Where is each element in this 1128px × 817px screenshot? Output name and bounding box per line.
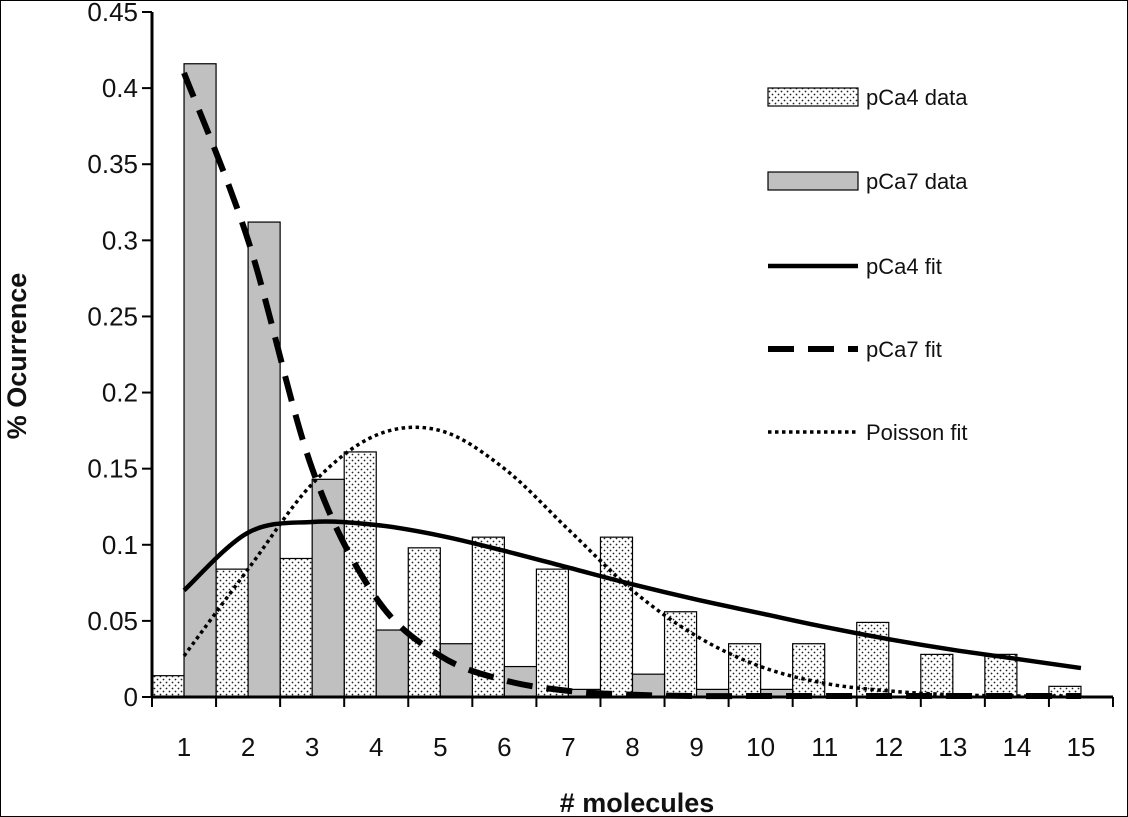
x-tick-label: 12 <box>874 732 903 762</box>
x-tick-label: 9 <box>689 732 703 762</box>
legend-swatch-pca7-data <box>767 171 859 191</box>
y-tick-label: 0 <box>124 682 138 712</box>
x-tick-label: 1 <box>177 732 191 762</box>
pca7-bar-1 <box>183 63 217 698</box>
x-tick-label: 14 <box>1002 732 1031 762</box>
pca7-bar-5 <box>439 643 473 698</box>
x-tick-label: 8 <box>625 732 639 762</box>
x-tick-label: 4 <box>369 732 383 762</box>
y-tick-label: 0.4 <box>102 73 138 103</box>
pca4-bar-2 <box>215 568 249 698</box>
y-tick-label: 0.45 <box>87 0 138 27</box>
x-tick-label: 15 <box>1067 732 1096 762</box>
pca4-bar-3 <box>279 557 313 698</box>
pca4-bar-5 <box>407 547 441 698</box>
y-tick-label: 0.15 <box>87 454 138 484</box>
pca4-bar-1 <box>151 675 185 698</box>
x-tick-label: 10 <box>746 732 775 762</box>
pca4-bar-8 <box>599 536 634 698</box>
legend-label-poisson-fit: Poisson fit <box>866 420 968 445</box>
y-tick-label: 0.1 <box>102 530 138 560</box>
axes-layer: 00.050.10.150.20.250.30.350.40.451 2 3 4 5 6 7… <box>87 0 1114 762</box>
legend: pCa4 data pCa7 data pCa4 fit pCa7 fit Poisso… <box>767 85 968 445</box>
y-tick-label: 0.35 <box>87 149 138 179</box>
x-tick-label: 3 <box>305 732 319 762</box>
legend-label-pca4-fit: pCa4 fit <box>866 254 942 279</box>
pca4-bar-7 <box>535 568 570 698</box>
y-tick-label: 0.3 <box>102 225 138 255</box>
pca7-bar-4 <box>375 629 409 698</box>
pca4-bar-9 <box>663 611 698 698</box>
poisson-fit-line <box>182 425 1081 698</box>
y-tick-label: 0.25 <box>87 301 138 331</box>
pca4-bar-11 <box>792 643 826 698</box>
pca7-bar-2 <box>247 221 281 698</box>
x-tick-label: 13 <box>938 732 967 762</box>
x-tick-label: 5 <box>433 732 447 762</box>
x-tick-label: 2 <box>241 732 255 762</box>
legend-label-pca7-data: pCa7 data <box>866 169 968 194</box>
x-tick-label: 11 <box>811 732 838 762</box>
legend-swatch-pca4-data <box>767 87 859 107</box>
pca4-fit-line <box>182 519 1082 671</box>
x-tick-label: 7 <box>561 732 575 762</box>
pca4-bar-10 <box>727 643 762 698</box>
x-tick-label: 6 <box>497 732 511 762</box>
legend-label-pca7-fit: pCa7 fit <box>866 337 942 362</box>
x-axis-title: # molecules <box>560 788 715 817</box>
y-tick-label: 0.05 <box>87 606 138 636</box>
pca4-bar-14 <box>984 653 1018 698</box>
pca4-bar-13 <box>920 653 954 698</box>
y-axis-title: % Ocurrence <box>2 273 32 440</box>
legend-label-pca4-data: pCa4 data <box>866 85 968 110</box>
y-tick-label: 0.2 <box>102 378 138 408</box>
